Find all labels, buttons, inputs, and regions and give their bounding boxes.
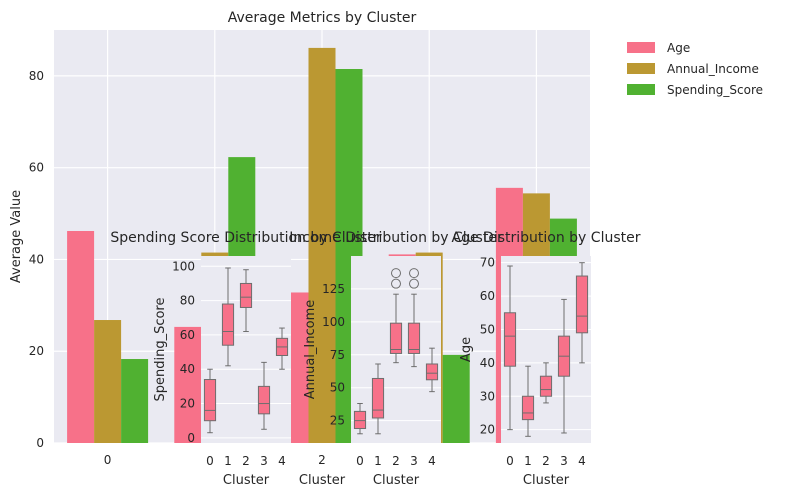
y-tick-label: 20: [480, 423, 495, 437]
box: [353, 410, 367, 430]
y-tick-label: 70: [480, 256, 495, 270]
y-tick-label: 100: [322, 315, 345, 329]
x-tick-label: 1: [224, 454, 232, 468]
box: [521, 395, 535, 421]
age-boxplot: 20 30 40 50 60 70 0 1 2 3 4 Age Distribution by Clu…: [452, 230, 641, 488]
y-tick-label: 20: [180, 397, 195, 411]
x-tick-label: 1: [524, 454, 532, 468]
legend: Age Annual_Income Spending_Score: [627, 41, 763, 97]
legend-swatch: [627, 42, 655, 53]
outlier-point: [391, 278, 401, 289]
y-tick-label: 0: [36, 436, 44, 450]
outlier-point: [409, 278, 419, 289]
y-tick-label: 0: [187, 431, 195, 445]
y-tick-label: 80: [180, 294, 195, 308]
y-axis-label: Annual_Income: [303, 300, 318, 400]
x-tick-label: 2: [542, 454, 550, 468]
legend-swatch: [627, 84, 655, 95]
y-tick-label: 20: [29, 344, 44, 358]
box: [575, 275, 589, 334]
y-tick-label: 40: [29, 252, 44, 266]
x-axis-label: Cluster: [299, 473, 346, 488]
y-tick-label: 125: [322, 282, 345, 296]
box: [389, 322, 403, 354]
x-axis-label: Cluster: [223, 473, 270, 488]
y-tick-label: 40: [480, 356, 495, 370]
chart-title: Income Distribution by Cluster: [289, 230, 503, 246]
x-tick-label: 2: [392, 454, 400, 468]
y-tick-label: 50: [330, 381, 345, 395]
bar-annual-income: [94, 320, 122, 443]
x-tick-label: 0: [206, 454, 214, 468]
y-axis-label: Age: [459, 337, 474, 362]
y-tick-label: 60: [180, 328, 195, 342]
bar-spending-score: [121, 359, 149, 443]
box: [239, 282, 253, 308]
x-tick-label: 2: [242, 454, 250, 468]
x-tick-label: 0: [356, 454, 364, 468]
chart-title: Spending Score Distribution by Cluster: [110, 230, 382, 246]
y-tick-label: 50: [480, 322, 495, 336]
x-tick-label: 3: [410, 454, 418, 468]
y-tick-label: 60: [480, 289, 495, 303]
x-tick-label: 3: [260, 454, 268, 468]
x-tick-label: 2: [318, 453, 326, 467]
x-tick-label: 4: [278, 454, 286, 468]
bar-spending-score: [442, 354, 470, 443]
box: [407, 322, 421, 354]
chart-title: Average Metrics by Cluster: [228, 10, 417, 26]
box: [203, 379, 217, 422]
box: [221, 303, 235, 346]
bar-age: [67, 230, 95, 443]
outlier-point: [409, 268, 419, 279]
x-tick-label: 4: [428, 454, 436, 468]
y-tick-label: 25: [330, 414, 345, 428]
bar-age: [174, 326, 202, 443]
legend-label: Annual_Income: [667, 62, 759, 76]
x-tick-label: 0: [104, 453, 112, 467]
x-axis-label: Cluster: [373, 473, 420, 488]
y-axis-label: Spending_Score: [153, 297, 168, 401]
y-tick-label: 40: [180, 362, 195, 376]
box: [539, 375, 553, 397]
x-tick-label: 3: [560, 454, 568, 468]
y-tick-label: 30: [480, 389, 495, 403]
legend-label: Spending_Score: [667, 83, 763, 97]
x-tick-label: 0: [506, 454, 514, 468]
y-tick-label: 75: [330, 348, 345, 362]
box: [425, 363, 439, 381]
outlier-point: [391, 268, 401, 279]
y-axis-label: Average Value: [9, 190, 24, 283]
y-tick-label: 80: [29, 69, 44, 83]
box: [257, 385, 271, 415]
chart-title: Age Distribution by Cluster: [452, 230, 641, 246]
bar-annual-income: [308, 47, 336, 443]
box: [371, 377, 385, 419]
x-tick-label: 4: [578, 454, 586, 468]
y-tick-label: 60: [29, 161, 44, 175]
box: [503, 312, 517, 367]
legend-swatch: [627, 63, 655, 74]
x-tick-label: 1: [374, 454, 382, 468]
x-axis-label: Cluster: [523, 473, 570, 488]
y-tick-label: 100: [172, 259, 195, 273]
legend-label: Age: [667, 41, 690, 55]
